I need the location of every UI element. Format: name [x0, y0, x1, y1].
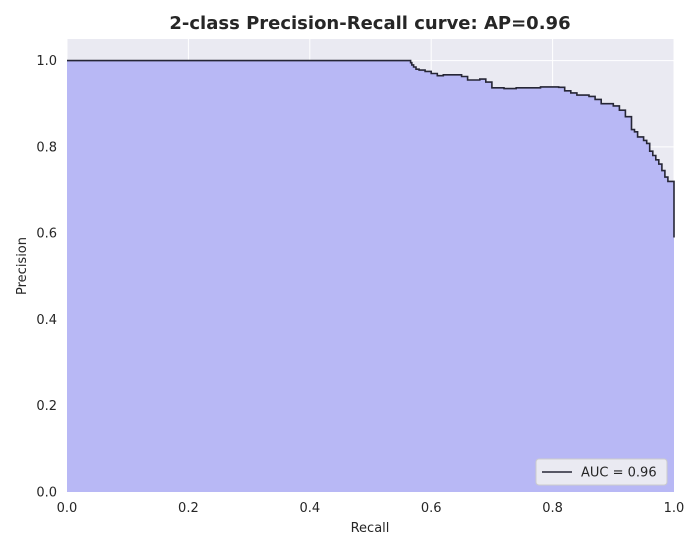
x-axis-ticks: 0.0 0.2 0.4 0.6 0.8 1.0	[57, 501, 685, 516]
x-tick-label: 0.8	[542, 501, 563, 516]
x-tick-label: 0.2	[178, 501, 199, 516]
x-axis-label: Recall	[351, 521, 390, 536]
pr-curve-line	[67, 59, 675, 238]
x-tick-label: 0.4	[299, 501, 320, 516]
x-tick-label: 0.0	[57, 501, 78, 516]
x-tick-label: 1.0	[664, 501, 685, 516]
x-tick-label: 0.6	[421, 501, 442, 516]
legend-label: AUC = 0.96	[581, 466, 657, 481]
legend-box	[535, 458, 668, 486]
y-tick-label: 0.2	[36, 399, 57, 414]
legend: AUC = 0.96	[535, 458, 668, 486]
chart-title: 2-class Precision-Recall curve: AP=0.96	[169, 13, 570, 34]
y-axis-ticks: 0.0 0.2 0.4 0.6 0.8 1.0	[36, 54, 57, 500]
pr-area-fill	[67, 60, 674, 492]
y-axis-label: Precision	[15, 237, 30, 295]
y-tick-label: 1.0	[36, 54, 57, 69]
y-tick-label: 0.8	[36, 140, 57, 155]
y-tick-label: 0.4	[36, 313, 57, 328]
y-tick-label: 0.6	[36, 227, 57, 242]
y-tick-label: 0.0	[36, 486, 57, 501]
